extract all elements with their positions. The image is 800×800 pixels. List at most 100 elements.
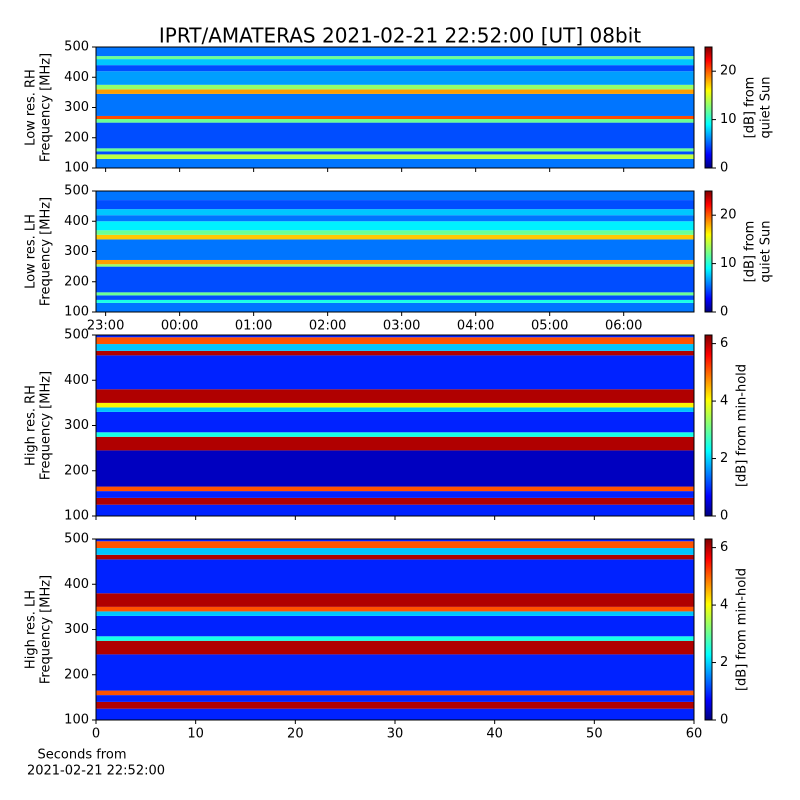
heatmap-band [96,337,694,345]
heatmap-band [96,615,694,637]
heatmap-band [96,221,694,231]
colorbar-tick-label: 0 [720,305,728,320]
x-tick-label: 06:00 [605,319,642,334]
heatmap-band [96,541,694,549]
heatmap-band [96,191,694,201]
heatmap-band [96,89,694,94]
heatmap-band [96,151,694,155]
colorbar [704,334,713,517]
heatmap-band [96,47,694,57]
heatmap-band [96,350,694,356]
heatmap-band [96,56,694,60]
y-axis-label: Low res. LH [24,214,39,289]
x-tick-label: 0 [92,727,100,742]
heatmap-band [96,230,694,235]
y-tick-label: 300 [64,244,89,259]
y-tick-label: 300 [64,100,89,115]
y-tick-label: 100 [64,713,89,728]
y-tick-label: 200 [64,667,89,682]
heatmap-band [96,554,694,560]
heatmap-band [96,292,694,296]
y-tick-label: 400 [64,373,89,388]
colorbar-label: [dB] from [743,77,758,139]
heatmap-band [96,606,694,612]
y-tick-label: 200 [64,463,89,478]
y-tick-label: 500 [64,184,89,199]
colorbar-label: quiet Sun [759,76,774,138]
heatmap-band [96,335,694,338]
heatmap-band [96,295,694,300]
y-tick-label: 100 [64,509,89,524]
heatmap-band [96,407,694,412]
heatmap-band [96,432,694,437]
x-tick-label: 20 [287,727,304,742]
colorbar-tick-label: 0 [720,161,728,176]
heatmap-band [96,59,694,66]
heatmap-band [96,93,694,116]
x-tick-label: 05:00 [531,319,568,334]
x-tick-label: 03:00 [383,319,420,334]
x-axis-label: Seconds from [37,748,126,763]
y-axis-label: Frequency [MHz] [39,197,54,306]
y-tick-label: 500 [64,40,89,55]
heatmap-band [96,302,694,312]
colorbar-tick-label: 20 [720,64,737,79]
heatmap-band [96,539,694,542]
x-tick-label: 40 [486,727,503,742]
y-axis-label: Frequency [MHz] [39,575,54,684]
colorbar-tick-label: 0 [720,509,728,524]
heatmap-band [96,708,694,720]
heatmap-band [96,402,694,408]
y-tick-label: 500 [64,328,89,343]
x-tick-label: 10 [187,727,204,742]
colorbar [704,190,713,313]
x-tick-label: 04:00 [457,319,494,334]
heatmap-band [96,504,694,516]
colorbar-label: [dB] from min-hold [735,364,750,487]
x-tick-label: 23:00 [87,319,124,334]
heatmap-band [96,264,694,267]
colorbar-tick-label: 10 [720,256,737,271]
heatmap-band [96,115,694,119]
heatmap-band [96,122,694,149]
heatmap-band [96,450,694,487]
heatmap-band [96,411,694,433]
heatmap-band [96,593,694,607]
y-tick-label: 500 [64,532,89,547]
y-tick-label: 100 [64,161,89,176]
heatmap-band [96,234,694,240]
heatmap-band [96,654,694,691]
heatmap-band [96,491,694,498]
y-axis-label: Frequency [MHz] [39,371,54,480]
y-tick-label: 100 [64,305,89,320]
y-tick-label: 400 [64,214,89,229]
heatmap-band [96,701,694,709]
colorbar-label: [dB] from [743,221,758,283]
colorbar-tick-label: 2 [720,451,728,466]
colorbar-label: [dB] from min-hold [735,568,750,691]
y-axis-label: High res. LH [24,590,39,669]
heatmap-band [96,436,694,451]
x-tick-label: 00:00 [161,319,198,334]
colorbar-label: quiet Sun [759,220,774,282]
heatmap-band [96,355,694,390]
heatmap-band [96,486,694,492]
heatmap-band [96,389,694,403]
heatmap-band [96,158,694,168]
y-tick-label: 400 [64,70,89,85]
heatmap-band [96,71,694,85]
y-tick-label: 300 [64,418,89,433]
figure-title: IPRT/AMATERAS 2021-02-21 22:52:00 [UT] 0… [159,24,641,48]
colorbar-tick-label: 4 [720,394,728,409]
heatmap-band [96,148,694,152]
colorbar-tick-label: 10 [720,112,737,127]
colorbar [704,538,713,721]
colorbar-tick-label: 6 [720,540,728,555]
colorbar-tick-label: 4 [720,598,728,613]
heatmap-band [96,266,694,293]
heatmap-band [96,636,694,641]
heatmap-band [96,695,694,702]
heatmap-band [96,65,694,72]
colorbar-tick-label: 6 [720,336,728,351]
